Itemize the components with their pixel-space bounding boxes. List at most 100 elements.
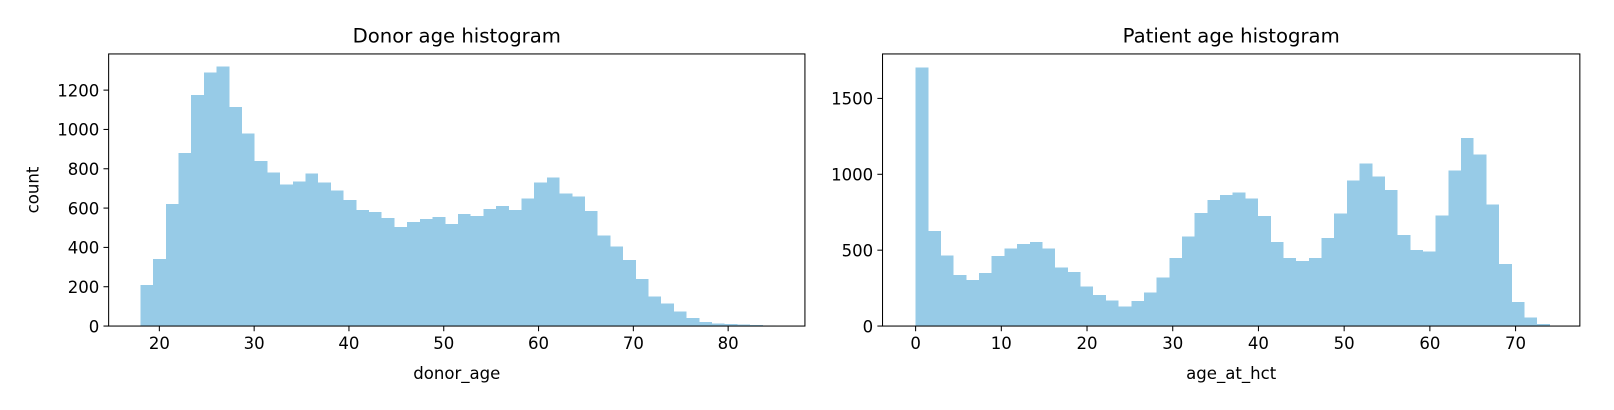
bar bbox=[1042, 248, 1056, 327]
bar bbox=[572, 196, 585, 327]
x-tick-label: 30 bbox=[1162, 334, 1183, 353]
y-tick-label: 600 bbox=[68, 199, 100, 218]
bar bbox=[330, 190, 344, 327]
bar bbox=[623, 260, 636, 327]
axes-frame bbox=[108, 53, 806, 327]
x-tick-label: 30 bbox=[244, 334, 265, 353]
bar bbox=[1423, 251, 1436, 327]
bar bbox=[140, 284, 154, 327]
y-tick-label: 1000 bbox=[831, 165, 873, 184]
x-tick-label: 80 bbox=[718, 334, 739, 353]
bar bbox=[1296, 260, 1309, 327]
bar bbox=[203, 72, 217, 327]
bar bbox=[699, 322, 713, 327]
bar bbox=[369, 212, 382, 327]
y-tick-label: 400 bbox=[68, 239, 100, 258]
bar bbox=[1194, 212, 1208, 327]
chart-title: Donor age histogram bbox=[353, 25, 561, 48]
bar bbox=[1143, 292, 1157, 327]
x-tick-label: 40 bbox=[338, 334, 359, 353]
bar bbox=[1397, 234, 1411, 327]
bar bbox=[1410, 250, 1424, 327]
bar bbox=[153, 259, 166, 327]
bar bbox=[521, 198, 535, 327]
y-tick-label: 1500 bbox=[831, 90, 873, 109]
bar bbox=[280, 184, 293, 327]
bar bbox=[648, 296, 662, 327]
bar bbox=[178, 153, 192, 327]
x-tick-label: 50 bbox=[1334, 334, 1355, 353]
bar bbox=[1004, 248, 1018, 327]
bar bbox=[712, 323, 725, 327]
bar bbox=[559, 193, 573, 327]
bar bbox=[1435, 215, 1449, 327]
bar bbox=[1321, 238, 1335, 327]
bar bbox=[1055, 267, 1068, 327]
bar bbox=[597, 235, 611, 327]
y-tick-label: 500 bbox=[842, 241, 874, 260]
bar bbox=[979, 272, 992, 327]
bar bbox=[191, 95, 204, 327]
bar bbox=[1017, 244, 1030, 327]
chart-title: Patient age histogram bbox=[1123, 25, 1340, 48]
bar bbox=[1270, 241, 1284, 327]
bar bbox=[610, 246, 624, 327]
bar bbox=[584, 211, 598, 327]
bar bbox=[1258, 216, 1271, 327]
bar bbox=[292, 181, 306, 327]
bar bbox=[1448, 170, 1462, 327]
bar bbox=[940, 255, 954, 327]
bar bbox=[1461, 137, 1474, 327]
x-tick-label: 60 bbox=[1419, 334, 1440, 353]
bar bbox=[686, 318, 700, 327]
bar bbox=[928, 231, 941, 327]
bar bbox=[343, 200, 357, 327]
bar bbox=[445, 223, 458, 327]
bar bbox=[496, 206, 509, 327]
bar bbox=[242, 133, 255, 327]
bar bbox=[915, 67, 929, 327]
bar bbox=[356, 210, 370, 327]
bar bbox=[546, 177, 560, 327]
y-tick-label: 0 bbox=[89, 317, 100, 336]
bar bbox=[470, 215, 484, 327]
bar bbox=[483, 209, 497, 327]
bar bbox=[1207, 200, 1221, 327]
bar bbox=[1486, 204, 1500, 327]
bar bbox=[457, 213, 471, 327]
bar bbox=[394, 226, 408, 327]
bar bbox=[1245, 198, 1259, 327]
bar bbox=[1093, 294, 1106, 327]
bar bbox=[1118, 306, 1132, 327]
bar bbox=[1029, 241, 1043, 327]
bar bbox=[432, 216, 446, 327]
x-tick-label: 10 bbox=[991, 334, 1012, 353]
x-tick-label: 0 bbox=[910, 334, 921, 353]
x-tick-label: 40 bbox=[1248, 334, 1269, 353]
y-tick-label: 200 bbox=[68, 278, 100, 297]
x-tick-label: 70 bbox=[1505, 334, 1526, 353]
bar bbox=[1537, 323, 1550, 327]
bar bbox=[1499, 263, 1512, 327]
bar bbox=[1372, 176, 1385, 327]
x-tick-label: 20 bbox=[149, 334, 170, 353]
y-tick-label: 1200 bbox=[57, 81, 99, 100]
x-axis-label: donor_age bbox=[413, 364, 500, 384]
y-axis-label: count bbox=[23, 166, 42, 213]
bar bbox=[1359, 163, 1373, 327]
bar bbox=[419, 218, 433, 327]
bar bbox=[254, 160, 268, 327]
bar bbox=[216, 66, 230, 327]
bar bbox=[953, 275, 967, 327]
bar bbox=[724, 324, 738, 327]
bar bbox=[1384, 190, 1398, 327]
bar bbox=[534, 182, 547, 327]
bar bbox=[991, 256, 1005, 327]
bar bbox=[381, 217, 395, 327]
x-tick-label: 60 bbox=[528, 334, 549, 353]
y-tick-label: 1000 bbox=[57, 121, 99, 140]
y-tick-label: 0 bbox=[863, 317, 874, 336]
bar bbox=[1156, 277, 1170, 327]
